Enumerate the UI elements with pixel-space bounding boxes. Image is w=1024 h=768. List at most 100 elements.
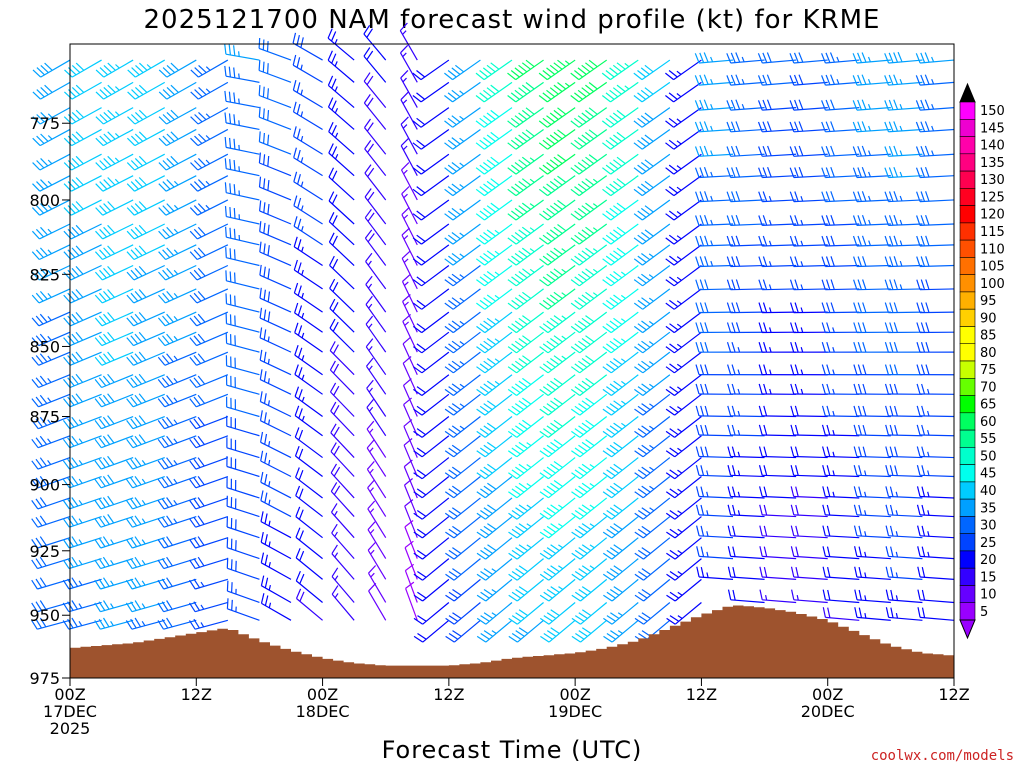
barb-feather xyxy=(726,167,732,178)
barb-half-feather xyxy=(800,196,804,202)
barb-feather xyxy=(134,435,142,445)
barb-shaft xyxy=(888,495,923,499)
barb-shaft xyxy=(101,393,134,408)
barb-shaft xyxy=(38,351,71,366)
barb-feather xyxy=(63,337,71,346)
barb-feather xyxy=(166,313,174,323)
barb-feather xyxy=(602,388,612,396)
y-tick-label: 950 xyxy=(29,606,60,625)
wind-barb xyxy=(401,273,418,313)
barb-feather xyxy=(263,243,266,254)
barb-feather xyxy=(475,72,485,81)
barb-feather xyxy=(893,166,899,178)
wind-barb xyxy=(476,457,513,480)
barb-half-feather xyxy=(769,347,772,353)
barb-feather xyxy=(758,279,763,290)
barb-feather xyxy=(328,121,334,132)
barb-feather xyxy=(413,408,423,416)
barb-feather xyxy=(762,145,768,157)
barb-feather xyxy=(638,571,648,578)
wind-barb xyxy=(821,235,860,247)
wind-barb xyxy=(62,415,102,430)
barb-shaft xyxy=(888,514,923,518)
barb-feather xyxy=(75,289,84,298)
barb-feather xyxy=(448,363,458,371)
wind-barb xyxy=(328,232,355,266)
barb-shaft xyxy=(673,153,702,175)
barb-shaft xyxy=(225,100,260,109)
wind-barb xyxy=(821,405,860,418)
wind-barb xyxy=(665,288,702,310)
barb-feather xyxy=(637,447,648,455)
barb-shaft xyxy=(103,107,134,125)
barb-feather xyxy=(189,398,197,408)
barb-shaft xyxy=(856,514,891,518)
barb-feather xyxy=(609,589,620,596)
barb-feather xyxy=(606,632,617,640)
barb-feather xyxy=(862,256,867,267)
barb-shaft xyxy=(226,487,260,499)
barb-feather xyxy=(445,617,455,625)
barb-feather xyxy=(602,531,613,539)
wind-barb xyxy=(476,288,513,310)
wind-barb xyxy=(31,497,71,510)
barb-feather xyxy=(858,607,863,618)
barb-shaft xyxy=(260,481,292,499)
barb-feather xyxy=(546,137,556,145)
barb-shaft xyxy=(579,374,608,396)
wind-barb xyxy=(759,525,797,539)
barb-feather xyxy=(699,167,705,178)
barb-shaft xyxy=(40,81,71,100)
barb-feather xyxy=(102,375,111,385)
barb-feather xyxy=(31,337,40,346)
barb-shaft xyxy=(730,455,765,459)
barb-shaft xyxy=(37,457,71,470)
barb-feather xyxy=(259,287,262,299)
barb-half-feather xyxy=(677,528,683,533)
wind-barb xyxy=(885,446,923,459)
barb-half-feather xyxy=(620,358,626,363)
barb-feather xyxy=(925,256,930,267)
wind-barb xyxy=(884,256,923,268)
barb-feather xyxy=(920,342,926,353)
barb-feather xyxy=(138,109,148,118)
barb-feather xyxy=(763,364,768,375)
wind-barb xyxy=(94,393,134,408)
barb-feather xyxy=(601,95,611,103)
barb-shaft xyxy=(294,396,323,417)
barb-feather xyxy=(107,373,115,383)
barb-shaft xyxy=(856,474,891,478)
barb-feather xyxy=(40,179,49,188)
barb-feather xyxy=(862,424,867,436)
barb-shaft xyxy=(368,590,387,621)
barb-half-feather xyxy=(78,499,83,505)
wind-barb xyxy=(366,379,387,417)
barb-feather xyxy=(188,579,196,590)
wind-barb xyxy=(665,476,702,499)
barb-feather xyxy=(508,531,518,539)
wind-barb xyxy=(412,153,450,175)
barb-half-feather xyxy=(558,586,564,590)
barb-feather xyxy=(862,322,867,333)
barb-feather xyxy=(71,577,79,587)
barb-feather xyxy=(641,612,651,619)
barb-feather xyxy=(577,137,587,145)
barb-shaft xyxy=(548,476,576,499)
barb-shaft xyxy=(578,81,608,103)
barb-feather xyxy=(264,412,267,423)
barb-shaft xyxy=(547,265,576,287)
barb-half-feather xyxy=(868,240,871,246)
barb-shaft xyxy=(39,107,71,125)
barb-feather xyxy=(553,355,563,363)
barb-feather xyxy=(452,547,462,554)
barb-shaft xyxy=(421,244,450,266)
barb-half-feather xyxy=(927,531,930,537)
barb-feather xyxy=(32,137,41,147)
wind-barb xyxy=(885,465,923,478)
barb-feather xyxy=(570,237,580,245)
wind-barb xyxy=(508,516,544,539)
barb-half-feather xyxy=(402,99,408,105)
barb-shaft xyxy=(38,415,71,430)
barb-feather xyxy=(795,504,799,516)
barb-feather xyxy=(853,279,858,290)
